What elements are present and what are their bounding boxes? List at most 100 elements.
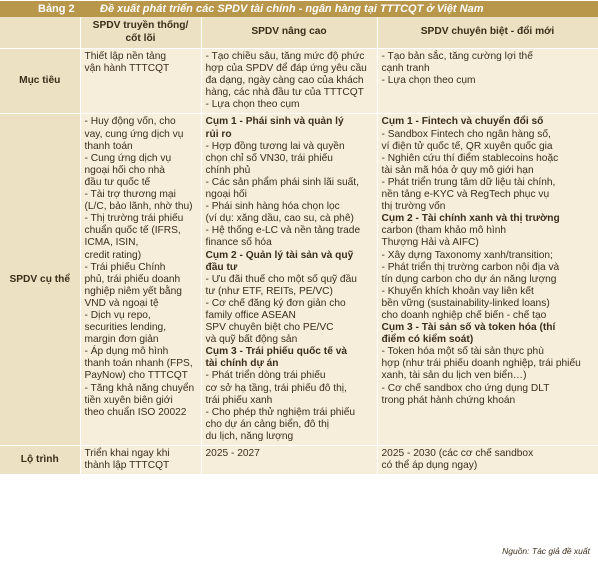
cell-line: rủi ro [205,128,232,140]
cell-line: tín dụng carbon cho dự án năng lượng [381,273,557,285]
cell-line: - Phái sinh hàng hóa chọn lọc [205,201,340,213]
cell-line: - Ưu đãi thuế cho một số quỹ đầu [205,273,357,285]
cell-line: - Tài trợ thương mại [84,189,176,201]
cell-line: SPV chuyên biệt cho PE/VC [205,322,334,334]
cell-line: - Cơ chế đăng ký đơn giản cho [205,297,346,309]
cell-line: Cụm 1 - Phái sinh và quản lý [205,116,344,128]
row-products: SPDV cụ thể - Huy động vốn, cho vay, cung… [0,113,598,446]
cell-line: Thượng Hải và AIFC) [381,237,479,249]
cell-line: - Thị trường trái phiếu [84,213,184,225]
cell-line: Triển khai ngay khi [84,448,170,459]
cell-line: - Huy động vốn, cho [84,116,176,128]
cell-line: - Token hóa một số tài sản thực phù [381,346,544,358]
products-advanced-cell: Cụm 1 - Phái sinh và quản lý rủi ro - Hợp … [201,113,378,446]
header-empty-cell [0,17,81,49]
cell-line: Cụm 3 - Tài sản số và token hóa (thí [381,322,556,334]
cell-line: xanh, tài sản du lịch ven biển…) [381,370,527,382]
cell-line: family office ASEAN [205,309,296,321]
cell-line: ví điện tử quốc tế, QR xuyên quốc gia [381,140,553,152]
cell-line: hợp (như trái phiếu doanh nghiệp, trái p… [381,358,581,370]
cell-line: securities lending, [84,322,167,334]
cell-line: trong phát hành chứng khoán [381,394,516,406]
row-roadmap: Lộ trình Triển khai ngay khi thành lập TT… [0,445,598,476]
cell-line: - Lựa chọn theo cụm [205,99,300,111]
header-specialized: SPDV chuyên biệt - đổi mới [377,17,598,49]
cell-line: cho dự án cảng biển, đô thị [205,418,330,430]
cell-line: - Phát triển trung tâm dữ liệu tài chính… [381,176,556,188]
cell-line: điểm có kiểm soát) [381,334,474,346]
products-specialized-cell: Cụm 1 - Fintech và chuyển đổi số - Sandbo… [377,113,598,446]
cell-line: - Phát triển thị trường carbon nội địa v… [381,261,560,273]
cell-line: PayNow) cho TTTCQT [84,370,188,382]
cell-line: hàng, các nhà đầu tư của TTTCQT [205,87,364,99]
cell-line: 2025 - 2027 [205,448,260,459]
cell-line: chọn chỉ số VN30, trái phiếu [205,152,333,164]
header-row: SPDV truyền thống/ cốt lõi SPDV nâng cao… [0,17,598,49]
cell-line: cạnh tranh [381,63,430,75]
roadmap-advanced-cell: 2025 - 2027 [201,445,378,476]
cell-line: margin đơn giản [84,334,159,346]
cell-line: phủ, trái phiếu doanh [84,273,181,285]
objective-specialized-cell: - Tạo bản sắc, tăng cường lợi thế cạnh tr… [377,48,598,115]
objective-advanced-cell: - Tạo chiều sâu, tăng mức độ phức hợp của… [201,48,378,115]
cell-line: - Cơ chế sandbox cho ứng dụng DLT [381,382,550,394]
cell-line: thanh toán [84,140,133,152]
cell-line: thành lập TTTCQT [84,460,170,472]
cell-line: carbon (tham khảo mô hình [381,225,507,237]
cell-line: - Hệ thống e-LC và nền tảng trade [205,225,361,237]
cell-line: ngoại hối cho nhà [84,164,165,176]
cell-line: cơ sở hạ tầng, trái phiếu đô thị, [205,382,347,394]
roadmap-traditional-cell: Triển khai ngay khi thành lập TTTCQT [80,445,202,476]
cell-line: theo chuẩn ISO 20022 [84,406,187,418]
cell-line: có thể áp dụng ngay) [381,460,478,472]
cell-line: - Xây dựng Taxonomy xanh/transition; [381,249,553,261]
cell-line: - Phát triển dòng trái phiếu [205,370,326,382]
cell-line: VND và ngoại tệ [84,297,159,309]
row-objective: Mục tiêu Thiết lập nền tảng vận hành TTTC… [0,48,598,115]
cell-line: cho doanh nghiệp chế biến - chế tạo [381,309,547,321]
cell-line: bền vững (sustainability-linked loans) [381,297,550,309]
row-label-objective: Mục tiêu [0,48,81,115]
cell-line: - Các sản phẩm phái sinh lãi suất, [205,176,359,188]
header-advanced: SPDV nâng cao [201,17,378,49]
cell-line: đầu tư quốc tế [84,176,151,188]
cell-line: tài sản mã hóa ở quy mô giới hạn [381,164,534,176]
cell-line: - Hợp đồng tương lai và quyền [205,140,345,152]
cell-line: tiền xuyên biên giới [84,394,173,406]
cell-line: tư (như ETF, REITs, PE/VC) [205,285,333,297]
cell-line: tài chính dự án [205,358,279,370]
cell-line: ICMA, ISIN, [84,237,139,249]
cell-line: Cụm 2 - Quản lý tài sản và quỹ [205,249,354,261]
cell-line: chính phủ [205,164,251,176]
cell-line: - Khuyến khích khoản vay liên kết [381,285,534,297]
cell-line: (ví dụ: xăng dầu, cao su, cà phê) [205,213,354,225]
cell-line: hợp của SPDV để đáp ứng yêu cầu [205,63,367,75]
source-note: Nguồn: Tác giả đề xuất [502,546,590,556]
cell-line: credit rating) [84,249,142,261]
cell-line: Thiết lập nền tảng [84,51,167,62]
cell-line: - Dịch vụ repo, [84,309,151,321]
header-traditional: SPDV truyền thống/ cốt lõi [80,17,202,49]
cell-line: - Trái phiếu Chính [84,261,166,273]
cell-line: Cụm 3 - Trái phiếu quốc tế và [205,346,348,358]
cell-line: - Sandbox Fintech cho ngân hàng số, [381,128,551,140]
row-label-products: SPDV cụ thể [0,113,81,446]
cell-line: 2025 - 2030 (các cơ chế sandbox [381,448,534,459]
cell-line: Cụm 1 - Fintech và chuyển đổi số [381,116,544,128]
cell-line: - Tăng khả năng chuyển [84,382,195,394]
cell-line: (L/C, bảo lãnh, nhờ thu) [84,201,193,213]
cell-line: vay, cung ứng dịch vụ [84,128,184,140]
cell-line: đầu tư [205,261,238,273]
cell-line: thị trường vốn [381,201,446,213]
cell-line: đa dạng, ngày càng cao của khách [205,75,364,87]
cell-line: ngoại hối [205,189,247,201]
cell-line: thanh toán nhanh (FPS, [84,358,193,370]
table-title-bar: Bảng 2 Đề xuất phát triển các SPDV tài c… [0,1,598,17]
cell-line: - Áp dụng mô hình [84,346,169,358]
cell-line: - Nghiên cứu thí điểm stablecoins hoặc [381,152,559,164]
products-traditional-cell: - Huy động vốn, cho vay, cung ứng dịch vụ… [80,113,202,446]
objective-traditional-cell: Thiết lập nền tảng vận hành TTTCQT [80,48,202,115]
cell-line: vận hành TTTCQT [84,63,170,75]
cell-line: nghiệp niêm yết bằng [84,285,182,297]
